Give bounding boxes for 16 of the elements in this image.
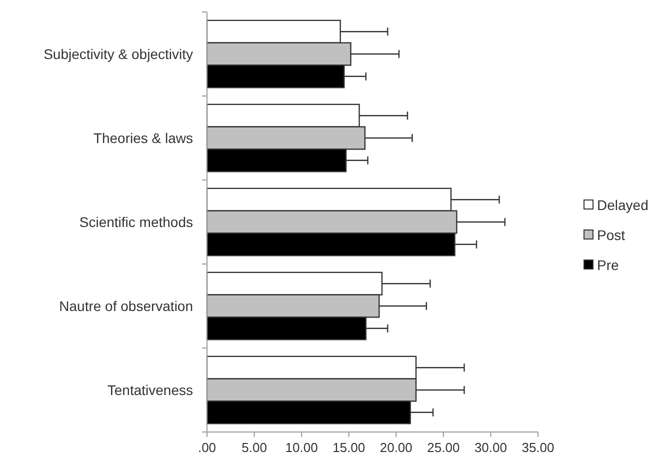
x-tick-label: .00 bbox=[198, 440, 216, 455]
x-tick-label: 15.00 bbox=[332, 440, 366, 455]
y-tick-label: Subjectivity & objectivity bbox=[44, 46, 193, 62]
y-tick-label: Tentativeness bbox=[107, 382, 193, 398]
legend-label: Pre bbox=[597, 257, 619, 273]
legend-label: Post bbox=[597, 227, 626, 243]
x-tick-label: 10.00 bbox=[285, 440, 318, 455]
x-tick-label: 5.00 bbox=[242, 440, 267, 455]
x-tick-label: 35.00 bbox=[522, 440, 554, 455]
x-tick-label: 30.00 bbox=[474, 440, 507, 455]
y-tick-label: Scientific methods bbox=[79, 214, 193, 230]
y-tick-label: Theories & laws bbox=[93, 130, 193, 146]
x-tick-label: 20.00 bbox=[380, 440, 412, 455]
legend-label: Delayed bbox=[597, 197, 648, 213]
y-tick-label: Nautre of observation bbox=[59, 298, 193, 314]
x-tick-label: 25.00 bbox=[427, 440, 460, 455]
